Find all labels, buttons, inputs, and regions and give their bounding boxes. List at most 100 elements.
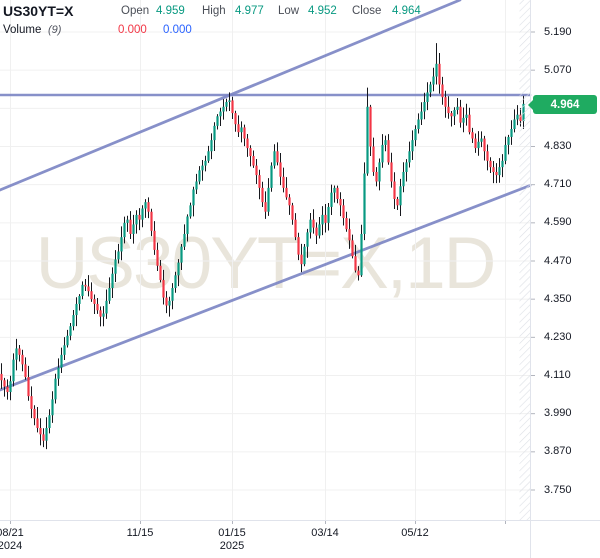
candle-body xyxy=(339,198,342,206)
price-axis-label: 3.990 xyxy=(544,407,572,420)
candle-body xyxy=(246,138,249,149)
price-axis-label: 4.470 xyxy=(544,254,572,267)
candle-body xyxy=(144,202,147,209)
candle-body xyxy=(504,144,507,161)
time-axis-label: 05/12 xyxy=(401,527,429,539)
candle-body xyxy=(237,124,240,133)
price-axis-label: 3.870 xyxy=(544,445,572,458)
candle-body xyxy=(264,202,267,212)
candle-body xyxy=(54,378,57,400)
candle-body xyxy=(348,229,351,241)
time-axis-label: 03/14 xyxy=(311,527,339,539)
candle-body xyxy=(468,114,471,133)
candle-body xyxy=(432,76,435,85)
candle-body xyxy=(270,165,273,188)
candle-body xyxy=(351,240,354,257)
candle-body xyxy=(279,162,282,177)
candle-body xyxy=(162,280,165,298)
candle-body xyxy=(96,303,99,311)
candle-body xyxy=(132,224,135,234)
candle-body xyxy=(297,237,300,255)
axis-hatch-strip xyxy=(519,0,531,520)
candle-body xyxy=(321,214,324,225)
candle-body xyxy=(417,119,420,130)
open-label: Open xyxy=(121,5,150,17)
symbol-title[interactable]: US30YT=X xyxy=(3,3,74,19)
candle-body xyxy=(168,300,171,306)
candle-body xyxy=(81,284,84,296)
candle-body xyxy=(384,140,387,145)
candle-body xyxy=(426,92,429,102)
candle-body xyxy=(369,106,372,147)
candle-body xyxy=(78,295,81,304)
candle-body xyxy=(510,129,513,137)
candle-body xyxy=(48,415,51,428)
candle-body xyxy=(285,187,288,198)
candle-body xyxy=(99,310,102,317)
candle-body xyxy=(423,101,426,112)
candle-body xyxy=(486,151,489,161)
candle-body xyxy=(21,354,24,365)
candle-body xyxy=(360,233,363,276)
candle-body xyxy=(240,127,243,133)
candle-body xyxy=(102,313,105,317)
candle-body xyxy=(267,187,270,212)
candle-body xyxy=(477,141,480,149)
candle-body xyxy=(126,219,129,223)
candle-body xyxy=(138,214,141,220)
price-axis-label: 4.710 xyxy=(544,178,572,191)
candle-body xyxy=(87,286,90,292)
candle-body xyxy=(147,202,150,212)
channel-lower-line xyxy=(0,184,532,392)
candle-body xyxy=(141,208,144,220)
low-label: Low xyxy=(278,5,300,17)
time-axis-label: 08/21 2024 xyxy=(0,527,24,552)
candle-body xyxy=(282,176,285,188)
candle-body xyxy=(234,113,237,125)
candle-body xyxy=(336,187,339,199)
candle-body xyxy=(225,101,228,107)
candle-body xyxy=(489,160,492,168)
price-axis[interactable]: 5.190 5.070 4.830 4.710 4.590 4.470 4.350 4.230… xyxy=(531,0,600,520)
time-axis[interactable]: 08/21 2024 11/15 01/15 2025 03/14 05/12 xyxy=(0,520,530,558)
candle-body xyxy=(327,206,330,223)
candle-body xyxy=(159,265,162,281)
candle-body xyxy=(3,380,6,387)
candle-body xyxy=(252,156,255,166)
candle-body xyxy=(390,162,393,182)
candle-body xyxy=(120,237,123,252)
candle-body xyxy=(219,111,222,117)
candle-body xyxy=(222,106,225,112)
price-axis-label: 4.230 xyxy=(544,330,572,343)
candle-body xyxy=(207,151,210,161)
candle-body xyxy=(198,170,201,182)
candle-body xyxy=(471,132,474,139)
candle-body xyxy=(444,97,447,107)
candle-body xyxy=(189,205,192,217)
candle-body xyxy=(255,165,258,176)
candle-body xyxy=(15,348,18,360)
candle-body xyxy=(213,125,216,141)
candle-body xyxy=(480,138,483,142)
candle-body xyxy=(375,171,378,182)
candle-body xyxy=(75,303,78,316)
candle-body xyxy=(228,100,231,102)
candle-body xyxy=(513,119,516,130)
candle-body xyxy=(483,138,486,152)
candle-body xyxy=(435,63,438,77)
close-value: 4.964 xyxy=(392,5,421,17)
candle-body xyxy=(456,106,459,110)
candle-body xyxy=(171,288,174,301)
low-value: 4.952 xyxy=(308,5,337,17)
candle-body xyxy=(105,300,108,314)
candle-body xyxy=(123,222,126,238)
time-axis-label: 11/15 xyxy=(126,527,154,539)
candle-body xyxy=(12,359,15,382)
candle-body xyxy=(183,233,186,247)
candle-body xyxy=(411,140,414,152)
candle-body xyxy=(453,109,456,117)
volume-indicator-label[interactable]: Volume xyxy=(3,24,42,36)
candle-body xyxy=(180,246,183,263)
